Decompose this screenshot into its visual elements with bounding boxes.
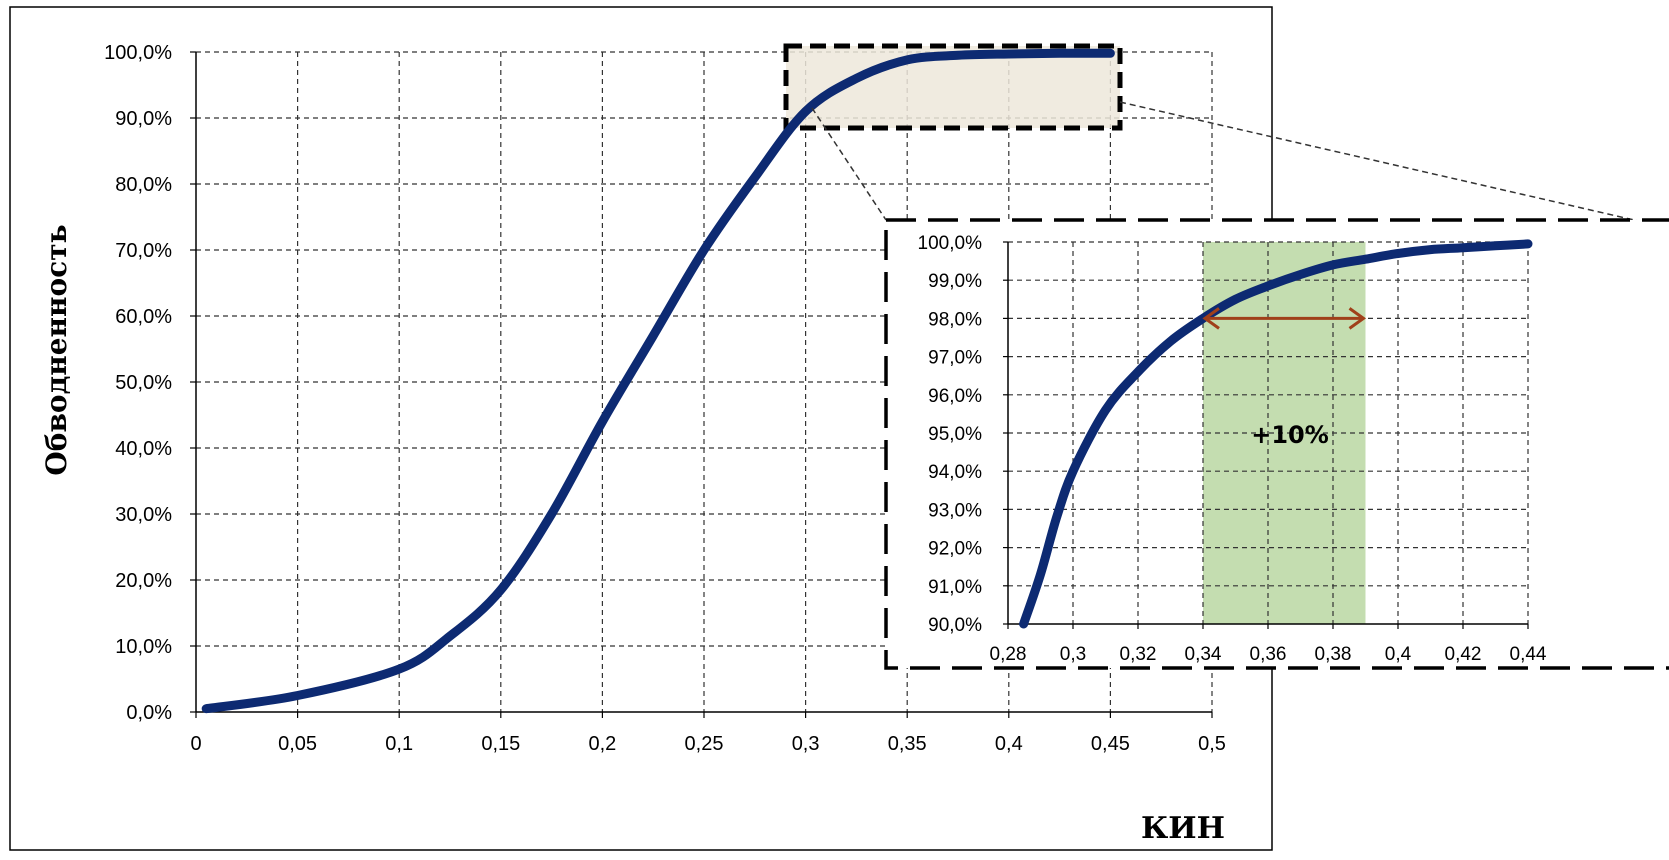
main-x-tick-label: 0,2 bbox=[588, 733, 616, 755]
main-y-tick-label: 70,0% bbox=[115, 240, 172, 262]
inset-y-tick-label: 92,0% bbox=[928, 539, 982, 560]
inset-y-tick-label: 96,0% bbox=[928, 386, 982, 407]
connector-line bbox=[811, 107, 887, 221]
main-y-tick-label: 30,0% bbox=[115, 504, 172, 526]
main-y-tick-label: 60,0% bbox=[115, 306, 172, 328]
main-y-tick-label: 90,0% bbox=[115, 108, 172, 130]
inset-x-tick-label: 0,34 bbox=[1185, 644, 1222, 665]
inset-x-tick-label: 0,42 bbox=[1445, 644, 1482, 665]
main-tick-labels: 0 0,05 0,1 0,15 0,2 0,25 0,3 0,35 0,4 0,45 0,5 0,0%… bbox=[104, 42, 1226, 755]
inset-x-tick-label: 0,3 bbox=[1060, 644, 1086, 665]
x-axis-title: КИН bbox=[1141, 811, 1225, 846]
increase-label: +10% bbox=[1251, 421, 1329, 449]
main-y-tick-label: 0,0% bbox=[126, 702, 172, 724]
main-curve bbox=[201, 48, 1115, 714]
inset-x-tick-label: 0,38 bbox=[1315, 644, 1352, 665]
inset-y-tick-label: 94,0% bbox=[928, 462, 982, 483]
main-y-tick-label: 100,0% bbox=[104, 42, 172, 64]
inset-y-tick-label: 98,0% bbox=[928, 309, 982, 330]
main-y-tick-label: 20,0% bbox=[115, 570, 172, 592]
zoom-connectors bbox=[811, 101, 1669, 229]
inset-y-tick-label: 90,0% bbox=[928, 615, 982, 636]
connector-line bbox=[1119, 101, 1669, 229]
inset-x-tick-label: 0,44 bbox=[1510, 644, 1547, 665]
main-x-tick-label: 0 bbox=[190, 733, 201, 755]
main-x-tick-label: 0,45 bbox=[1091, 733, 1130, 755]
main-y-tick-label: 80,0% bbox=[115, 174, 172, 196]
arrow-head-left bbox=[1202, 307, 1220, 330]
inset-curve bbox=[1019, 239, 1533, 629]
inset-x-tick-label: 0,4 bbox=[1385, 644, 1412, 665]
inset-y-tick-label: 91,0% bbox=[928, 577, 982, 598]
main-x-tick-label: 0,5 bbox=[1198, 733, 1226, 755]
arrow-head-right bbox=[1348, 307, 1367, 330]
inset-tick-labels: 0,28 0,3 0,32 0,34 0,36 0,38 0,4 0,42 0,44 90,0% 9… bbox=[918, 233, 1547, 665]
inset-x-tick-label: 0,36 bbox=[1250, 644, 1287, 665]
inset-y-tick-label: 100,0% bbox=[918, 233, 983, 254]
inset-y-tick-label: 95,0% bbox=[928, 424, 982, 445]
inset-y-tick-label: 93,0% bbox=[928, 500, 982, 521]
inset-y-tick-label: 97,0% bbox=[928, 348, 982, 369]
increase-arrow bbox=[1202, 307, 1367, 330]
main-x-tick-label: 0,3 bbox=[792, 733, 820, 755]
inset-x-tick-label: 0,32 bbox=[1120, 644, 1157, 665]
main-x-tick-label: 0,4 bbox=[995, 733, 1023, 755]
inset-y-tick-label: 99,0% bbox=[928, 271, 982, 292]
main-y-tick-label: 40,0% bbox=[115, 438, 172, 460]
main-y-tick-label: 50,0% bbox=[115, 372, 172, 394]
main-x-tick-label: 0,15 bbox=[481, 733, 520, 755]
main-x-tick-label: 0,35 bbox=[888, 733, 927, 755]
y-axis-title: Обводненность bbox=[40, 224, 73, 475]
inset-series-line bbox=[1019, 239, 1533, 629]
inset-x-tick-label: 0,28 bbox=[990, 644, 1027, 665]
main-x-tick-label: 0,25 bbox=[685, 733, 724, 755]
main-x-tick-label: 0,1 bbox=[385, 733, 413, 755]
main-series-line bbox=[201, 48, 1115, 714]
main-y-tick-label: 10,0% bbox=[115, 636, 172, 658]
main-x-tick-label: 0,05 bbox=[278, 733, 317, 755]
